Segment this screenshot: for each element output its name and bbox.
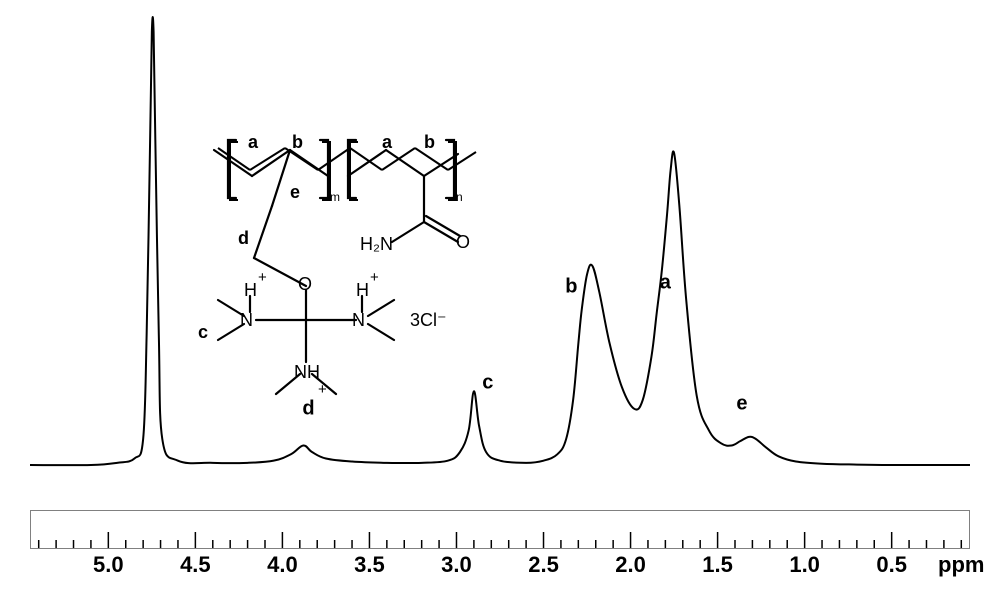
ruler-svg bbox=[30, 510, 970, 550]
chemical-structure-inset: O N N NH H H O H₂N + + + a b a b e bbox=[200, 110, 550, 420]
struct-sub-n: n bbox=[456, 190, 463, 204]
atom-H-left: H bbox=[244, 280, 257, 300]
tick-label-4.0: 4.0 bbox=[267, 552, 298, 578]
atom-NH-bottom: NH bbox=[294, 362, 320, 382]
atom-N-right: N bbox=[352, 310, 365, 330]
struct-label-d: d bbox=[238, 228, 249, 249]
structure-svg: O N N NH H H O H₂N + + + bbox=[200, 110, 550, 420]
struct-sub-m: m bbox=[330, 190, 340, 204]
peak-label-e: e bbox=[736, 393, 747, 416]
struct-label-a2: a bbox=[382, 132, 392, 153]
peak-label-b: b bbox=[565, 276, 577, 299]
tick-label-5.0: 5.0 bbox=[93, 552, 124, 578]
struct-label-e: e bbox=[290, 182, 300, 203]
struct-label-b2: b bbox=[424, 132, 435, 153]
tick-label-0.5: 0.5 bbox=[876, 552, 907, 578]
tick-label-3.0: 3.0 bbox=[441, 552, 472, 578]
tick-label-1.5: 1.5 bbox=[702, 552, 733, 578]
struct-counterion: 3Cl⁻ bbox=[410, 310, 447, 331]
plot-area: d c b a e bbox=[30, 10, 970, 508]
atom-O-carbonyl: O bbox=[456, 232, 470, 252]
atom-H-right: H bbox=[356, 280, 369, 300]
x-axis-unit: ppm bbox=[938, 552, 984, 578]
atom-H2N: H₂N bbox=[360, 234, 393, 254]
struct-label-b1: b bbox=[292, 132, 303, 153]
figure-container: d c b a e bbox=[0, 0, 1000, 592]
atom-N-left: N bbox=[240, 310, 253, 330]
charge-plus-right: + bbox=[370, 269, 379, 286]
tick-label-1.0: 1.0 bbox=[789, 552, 820, 578]
struct-label-c: c bbox=[198, 322, 208, 343]
atom-O: O bbox=[298, 274, 312, 294]
peak-label-a: a bbox=[660, 272, 671, 295]
tick-label-2.5: 2.5 bbox=[528, 552, 559, 578]
tick-label-4.5: 4.5 bbox=[180, 552, 211, 578]
tick-label-2.0: 2.0 bbox=[615, 552, 646, 578]
charge-plus-bottom: + bbox=[318, 381, 327, 398]
tick-label-3.5: 3.5 bbox=[354, 552, 385, 578]
x-axis-ruler: 5.04.54.03.53.02.52.01.51.00.5 ppm bbox=[30, 510, 970, 580]
charge-plus-left: + bbox=[258, 269, 267, 286]
struct-label-a1: a bbox=[248, 132, 258, 153]
